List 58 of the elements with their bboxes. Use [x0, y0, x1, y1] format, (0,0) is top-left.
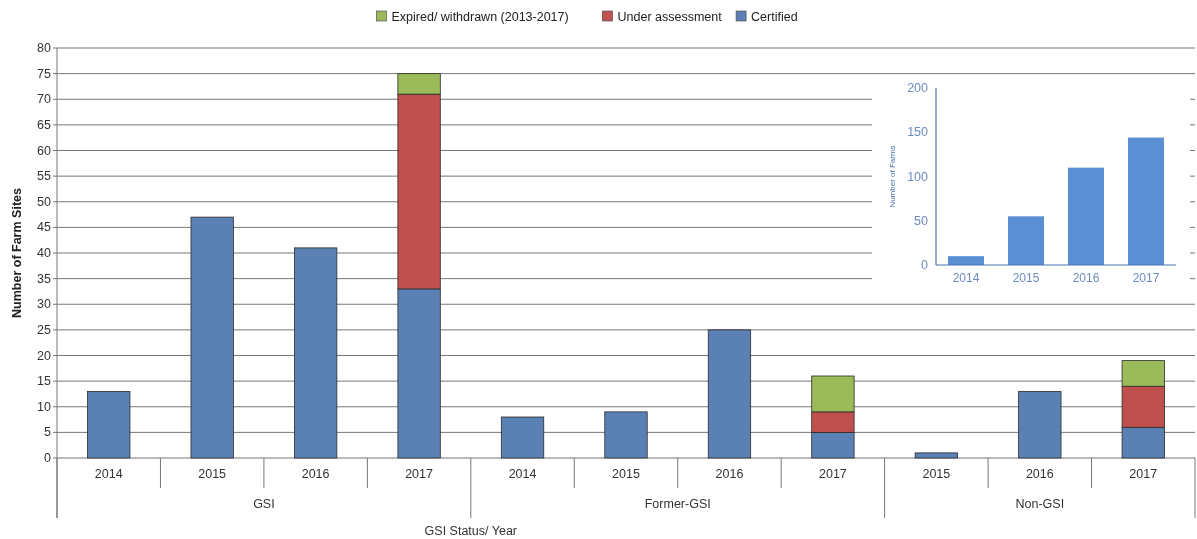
bar [707, 329, 752, 459]
y-tick-label: 200 [907, 81, 929, 95]
bar [294, 247, 338, 459]
bar [1128, 137, 1164, 265]
y-tick-label: 50 [914, 213, 929, 228]
x-tick-label: 2014 [508, 467, 537, 481]
y-tick-label: 45 [37, 220, 52, 235]
y-tick-label: 70 [37, 92, 52, 107]
x-tick-label: 2015 [1012, 271, 1040, 285]
text: GSI [253, 497, 275, 511]
x-tick-label: 2015 [198, 467, 227, 481]
x-tick-label: 2017 [1129, 467, 1158, 481]
x-tick-label: 2016 [1072, 271, 1100, 285]
y-tick-label: 80 [37, 41, 52, 55]
y-tick-label: 35 [37, 271, 52, 286]
x-tick-label: 2017 [1132, 271, 1160, 285]
text: Non-GSI [1015, 497, 1065, 511]
y-tick-label: 5 [44, 425, 52, 440]
x-tick-label: 2016 [1025, 467, 1054, 481]
y-tick-label: 0 [921, 258, 929, 272]
x-tick-label: 2017 [819, 467, 847, 481]
bar [948, 256, 984, 265]
y-tick-label: 50 [37, 194, 52, 209]
y-tick-label: 75 [37, 66, 52, 81]
y-axis-title: Number of Farms [888, 145, 897, 208]
x-axis-title: GSI Status/ Year [424, 524, 518, 538]
y-tick-label: 15 [37, 374, 52, 389]
text: Former-GSI [644, 497, 711, 511]
legend-label: Certified [751, 10, 798, 24]
bar [1068, 167, 1104, 265]
x-tick-label: 2015 [922, 467, 951, 481]
y-tick-label: 20 [37, 348, 52, 363]
legend-label: Under assessment [617, 10, 723, 24]
bar [1018, 390, 1062, 459]
bar [87, 390, 131, 459]
bar [914, 452, 958, 459]
x-tick-label: 2016 [301, 467, 330, 481]
legend-label: Expired/ withdrawn (2013-2017) [391, 10, 569, 24]
bar [1008, 216, 1044, 265]
y-tick-label: 25 [37, 322, 52, 337]
y-tick-label: 100 [907, 169, 929, 184]
y-tick-label: 60 [37, 143, 52, 158]
bar [500, 416, 545, 459]
x-tick-label: 2014 [952, 271, 980, 285]
x-tick-label: 2014 [94, 467, 123, 481]
x-tick-label: 2017 [405, 467, 434, 481]
y-tick-label: 10 [37, 399, 52, 414]
y-tick-label: 0 [44, 451, 52, 465]
y-axis-title: Number of Farm Sites [10, 188, 24, 318]
bar [604, 411, 648, 459]
y-tick-label: 65 [37, 117, 52, 132]
bar [190, 216, 234, 459]
y-tick-label: 30 [37, 297, 52, 312]
y-tick-label: 55 [37, 169, 52, 184]
x-tick-label: 2016 [715, 467, 744, 481]
y-tick-label: 150 [907, 125, 929, 140]
y-tick-label: 40 [37, 246, 52, 260]
x-tick-label: 2015 [612, 467, 640, 481]
